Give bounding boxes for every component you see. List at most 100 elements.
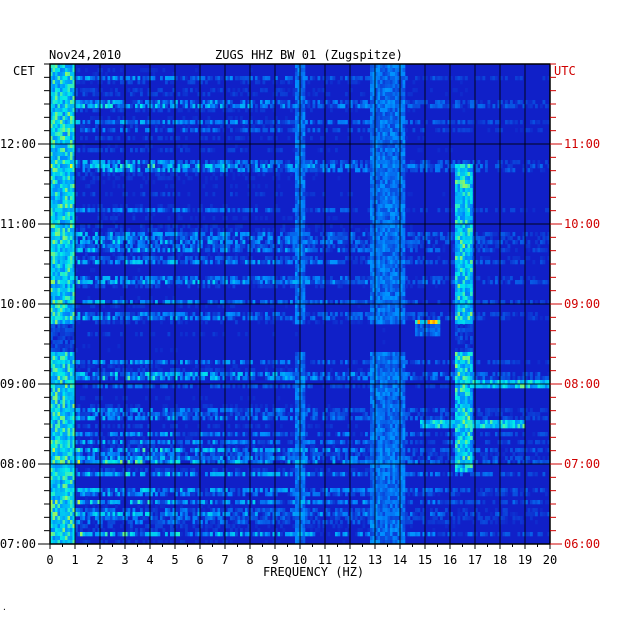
heatmap-cell xyxy=(207,284,211,289)
heatmap-cell xyxy=(462,272,466,277)
heatmap-cell xyxy=(67,224,71,229)
heatmap-cell xyxy=(360,76,363,81)
heatmap-cell xyxy=(50,108,53,113)
heatmap-cell xyxy=(65,176,68,181)
heatmap-cell xyxy=(425,276,428,281)
heatmap-cell xyxy=(382,64,386,69)
heatmap-cell xyxy=(375,68,378,73)
heatmap-cell xyxy=(340,232,343,237)
heatmap-cell xyxy=(72,228,76,233)
heatmap-cell xyxy=(262,248,266,253)
heatmap-cell xyxy=(202,260,206,265)
heatmap-cell xyxy=(275,168,278,173)
heatmap-cell xyxy=(240,76,243,81)
heatmap-cell xyxy=(515,120,518,125)
heatmap-cell xyxy=(390,240,393,245)
heatmap-cell xyxy=(255,236,258,241)
heatmap-cell xyxy=(420,240,423,245)
heatmap-cell xyxy=(465,164,468,169)
heatmap-cell xyxy=(362,256,366,261)
heatmap-cell xyxy=(297,208,301,213)
heatmap-cell xyxy=(377,188,381,193)
heatmap-cell xyxy=(295,72,298,77)
heatmap-cell xyxy=(75,244,78,249)
heatmap-cell xyxy=(395,120,398,125)
heatmap-cell xyxy=(320,248,323,253)
heatmap-cell xyxy=(65,168,68,173)
heatmap-cell xyxy=(300,132,303,137)
heatmap-cell xyxy=(295,84,298,89)
heatmap-cell xyxy=(420,208,423,213)
heatmap-cell xyxy=(170,228,173,233)
heatmap-cell xyxy=(460,244,463,249)
heatmap-cell xyxy=(302,236,306,241)
heatmap-cell xyxy=(472,208,476,213)
heatmap-cell xyxy=(177,304,181,309)
heatmap-cell xyxy=(310,300,313,305)
heatmap-cell xyxy=(217,276,221,281)
heatmap-cell xyxy=(460,228,463,233)
heatmap-cell xyxy=(400,124,403,129)
heatmap-cell xyxy=(370,216,373,221)
heatmap-cell xyxy=(395,272,398,277)
heatmap-cell xyxy=(205,256,208,261)
heatmap-cell xyxy=(480,120,483,125)
heatmap-cell xyxy=(55,224,58,229)
heatmap-cell xyxy=(287,104,291,109)
heatmap-cell xyxy=(360,164,363,169)
heatmap-cell xyxy=(385,188,388,193)
heatmap-cell xyxy=(55,220,58,225)
heatmap-cell xyxy=(370,196,373,201)
heatmap-cell xyxy=(235,184,238,189)
heatmap-cell xyxy=(390,220,393,225)
heatmap-cell xyxy=(437,256,441,261)
heatmap-cell xyxy=(237,108,241,113)
heatmap-cell xyxy=(377,172,381,177)
heatmap-cell xyxy=(467,276,471,281)
heatmap-cell xyxy=(375,124,378,129)
heatmap-cell xyxy=(267,76,271,81)
heatmap-cell xyxy=(247,232,251,237)
heatmap-cell xyxy=(265,184,268,189)
heatmap-cell xyxy=(122,108,126,113)
heatmap-cell xyxy=(452,280,456,285)
heatmap-cell xyxy=(235,300,238,305)
heatmap-cell xyxy=(235,164,238,169)
heatmap-cell xyxy=(250,128,253,133)
heatmap-cell xyxy=(372,208,376,213)
heatmap-cell xyxy=(377,204,381,209)
heatmap-cell xyxy=(225,244,228,249)
heatmap-cell xyxy=(495,244,498,249)
heatmap-cell xyxy=(105,248,108,253)
heatmap-cell xyxy=(57,224,61,229)
heatmap-cell xyxy=(235,92,238,97)
heatmap-cell xyxy=(380,128,383,133)
heatmap-cell xyxy=(62,132,66,137)
heatmap-cell xyxy=(70,304,73,309)
heatmap-cell xyxy=(400,108,403,113)
heatmap-cell xyxy=(435,232,438,237)
heatmap-cell xyxy=(457,76,461,81)
heatmap-cell xyxy=(302,116,306,121)
heatmap-cell xyxy=(72,232,76,237)
heatmap-cell xyxy=(275,124,278,129)
heatmap-cell xyxy=(267,280,271,285)
heatmap-cell xyxy=(52,204,56,209)
heatmap-cell xyxy=(467,244,471,249)
heatmap-cell xyxy=(70,224,73,229)
heatmap-cell xyxy=(80,276,83,281)
heatmap-cell xyxy=(332,128,336,133)
heatmap-cell xyxy=(395,212,398,217)
heatmap-cell xyxy=(270,100,273,105)
heatmap-cell xyxy=(67,152,71,157)
heatmap-cell xyxy=(370,200,373,205)
heatmap-cell xyxy=(147,68,151,73)
heatmap-cell xyxy=(122,104,126,109)
heatmap-cell xyxy=(390,72,393,77)
heatmap-cell xyxy=(425,160,428,165)
heatmap-cell xyxy=(70,272,73,277)
heatmap-cell xyxy=(397,172,401,177)
heatmap-cell xyxy=(135,248,138,253)
heatmap-cell xyxy=(105,100,108,105)
heatmap-cell xyxy=(52,112,56,117)
